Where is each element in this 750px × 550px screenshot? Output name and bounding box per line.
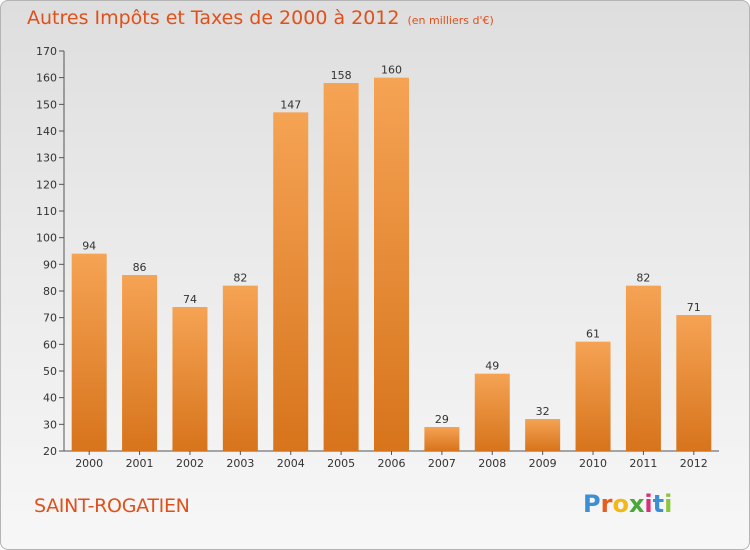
y-tick-label: 40 bbox=[43, 392, 57, 405]
y-tick-label: 30 bbox=[43, 418, 57, 431]
logo-letter: t bbox=[652, 490, 665, 518]
x-tick-label: 2004 bbox=[277, 457, 305, 470]
y-tick-label: 120 bbox=[36, 178, 57, 191]
data-label: 71 bbox=[687, 301, 701, 314]
bar bbox=[374, 77, 409, 452]
y-tick-label: 50 bbox=[43, 365, 57, 378]
y-tick-label: 140 bbox=[36, 125, 57, 138]
chart-title: Autres Impôts et Taxes de 2000 à 2012 (en… bbox=[27, 7, 494, 29]
y-tick-label: 100 bbox=[36, 232, 57, 245]
x-tick-label: 2005 bbox=[327, 457, 355, 470]
y-tick-label: 70 bbox=[43, 312, 57, 325]
logo-letter: r bbox=[600, 490, 613, 518]
bar bbox=[676, 315, 712, 451]
logo-letter: x bbox=[628, 490, 645, 518]
y-tick-label: 110 bbox=[36, 205, 57, 218]
bar bbox=[575, 341, 611, 451]
bar bbox=[323, 83, 359, 451]
data-label: 158 bbox=[331, 69, 352, 82]
x-tick-label: 2011 bbox=[629, 457, 657, 470]
data-label: 94 bbox=[82, 240, 96, 253]
bar bbox=[424, 427, 460, 451]
x-tick-label: 2007 bbox=[428, 457, 456, 470]
logo-letter: i bbox=[664, 490, 673, 518]
data-label: 61 bbox=[586, 328, 600, 341]
chart-title-unit: (en milliers d'€) bbox=[407, 14, 494, 27]
city-name: SAINT-ROGATIEN bbox=[34, 495, 190, 517]
bar bbox=[625, 285, 661, 451]
x-tick-label: 2002 bbox=[176, 457, 204, 470]
bar bbox=[222, 285, 258, 451]
x-axis: 2000 2001 2002 2003 2004 2005 2006 2007 2008 2009… bbox=[64, 450, 719, 470]
logo-letter: o bbox=[612, 490, 629, 518]
y-tick-label: 80 bbox=[43, 285, 57, 298]
data-label: 82 bbox=[233, 272, 247, 285]
data-label: 86 bbox=[133, 261, 147, 274]
y-tick-label: 130 bbox=[36, 152, 57, 165]
x-tick-label: 2008 bbox=[478, 457, 506, 470]
y-tick-label: 160 bbox=[36, 72, 57, 85]
chart-title-main: Autres Impôts et Taxes de 2000 à 2012 bbox=[27, 7, 400, 29]
x-tick-label: 2009 bbox=[529, 457, 557, 470]
y-tick-label: 60 bbox=[43, 338, 57, 351]
x-tick-label: 2006 bbox=[378, 457, 406, 470]
logo-letter: i bbox=[644, 490, 653, 518]
bar bbox=[122, 275, 158, 451]
data-label: 147 bbox=[280, 98, 301, 111]
bar bbox=[474, 373, 510, 451]
x-tick-label: 2010 bbox=[579, 457, 607, 470]
y-tick-label: 150 bbox=[36, 98, 57, 111]
y-axis: 20 30 40 50 60 70 80 90 100 110 120 130 140 150 160 170 bbox=[36, 45, 65, 458]
x-tick-label: 2000 bbox=[75, 457, 103, 470]
data-label: 29 bbox=[435, 413, 449, 426]
data-label: 82 bbox=[636, 272, 650, 285]
y-tick-label: 170 bbox=[36, 45, 57, 58]
x-tick-label: 2003 bbox=[226, 457, 254, 470]
data-label: 32 bbox=[536, 405, 550, 418]
bar bbox=[71, 253, 107, 451]
x-tick-label: 2012 bbox=[680, 457, 708, 470]
bar bbox=[525, 419, 561, 451]
data-label: 160 bbox=[381, 64, 402, 77]
data-label: 49 bbox=[485, 360, 499, 373]
y-tick-label: 90 bbox=[43, 258, 57, 271]
x-tick-label: 2001 bbox=[126, 457, 154, 470]
y-tick-label: 20 bbox=[43, 445, 57, 458]
logo-letter: P bbox=[583, 490, 601, 518]
data-label: 74 bbox=[183, 293, 197, 306]
bar bbox=[172, 307, 208, 451]
bar bbox=[273, 112, 309, 451]
bars: 94 86 74 82 147 158 160 29 49 32 61 82 71 bbox=[71, 64, 712, 452]
proxiti-logo[interactable]: Proxiti bbox=[583, 490, 672, 518]
